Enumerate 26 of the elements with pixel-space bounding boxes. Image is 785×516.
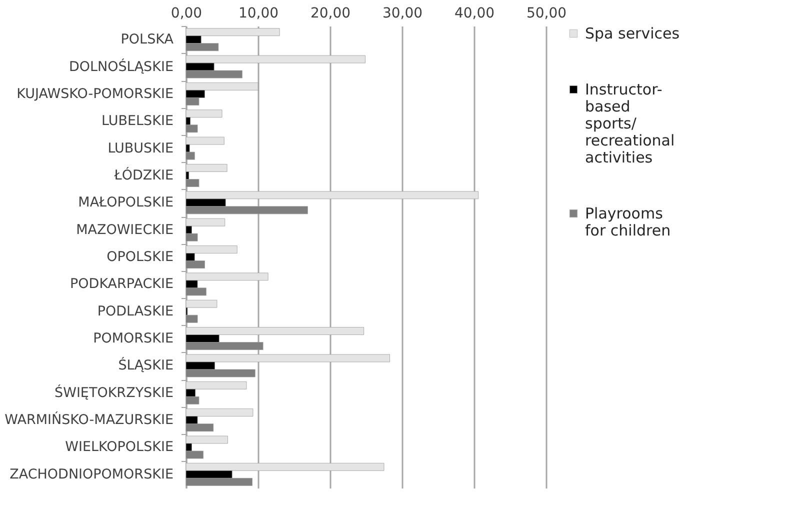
y-tick-label: LUBUSKIE bbox=[108, 140, 174, 156]
legend-label: Instructor-based sports/ recreational activities bbox=[585, 80, 675, 166]
y-tick-label: PODKARPACKIE bbox=[70, 276, 174, 292]
x-tick-label: 30,00 bbox=[382, 6, 423, 22]
y-tick-label: PODLASKIE bbox=[97, 303, 174, 320]
y-tick-label: POLSKA bbox=[120, 32, 174, 48]
y-tick-label: KUJAWSKO-POMORSKIE bbox=[16, 86, 174, 102]
y-tick-label: MAZOWIECKIE bbox=[76, 222, 174, 238]
y-tick-label: ŚLĄSKIE bbox=[118, 356, 174, 374]
x-tick-label: 40,00 bbox=[454, 6, 495, 22]
x-tick-label: 10,00 bbox=[238, 6, 279, 22]
y-tick-label: MAŁOPOLSKIE bbox=[78, 194, 174, 211]
x-tick-label: 0,00 bbox=[170, 6, 202, 22]
y-tick-label: POMORSKIE bbox=[93, 330, 174, 347]
y-tick-label: ZACHODNIOPOMORSKIE bbox=[10, 466, 174, 482]
legend-label: Playrooms for children bbox=[585, 204, 671, 240]
y-tick-label: WARMIŃSKO-MAZURSKIE bbox=[4, 411, 174, 428]
y-tick-label: LUBELSKIE bbox=[102, 113, 174, 130]
y-tick-label: DOLNOŚLĄSKIE bbox=[68, 58, 174, 75]
y-tick-label: WIELKOPOLSKIE bbox=[65, 439, 174, 456]
y-tick-label: ŁÓDZKIE bbox=[113, 166, 174, 184]
y-tick-label: ŚWIĘTOKRZYSKIE bbox=[54, 384, 174, 401]
x-tick-label: 20,00 bbox=[310, 6, 351, 22]
legend-label: Spa services bbox=[585, 24, 680, 42]
y-tick-label: OPOLSKIE bbox=[106, 249, 174, 265]
x-tick-label: 50,00 bbox=[526, 6, 567, 22]
